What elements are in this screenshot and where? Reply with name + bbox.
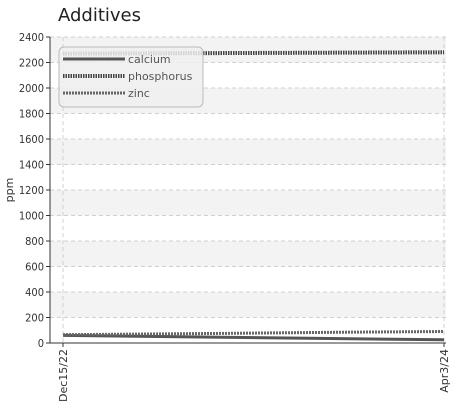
series-line-calcium — [62, 333, 445, 342]
x-axis: Dec15/22 Apr3/24 — [57, 343, 451, 402]
plot-band — [50, 241, 446, 267]
chart-title: Additives — [58, 5, 142, 26]
plot-band — [50, 292, 446, 318]
series-line-zinc — [62, 330, 445, 337]
legend: calcium phosphorus zinc — [58, 46, 204, 108]
y-tick-label: 0 — [38, 337, 44, 350]
plot-band — [50, 190, 446, 216]
y-tick-label: 1200 — [19, 184, 44, 197]
y-tick-label: 1800 — [19, 108, 44, 121]
y-tick-label: 1600 — [19, 133, 44, 146]
y-tick-label: 600 — [25, 261, 44, 274]
y-tick-label: 1400 — [19, 159, 44, 172]
x-tick-label: Dec15/22 — [57, 349, 70, 402]
y-tick-label: 1000 — [19, 210, 44, 223]
y-tick-label: 2000 — [19, 82, 44, 95]
grid-lines — [49, 36, 446, 344]
y-tick-label: 800 — [25, 235, 44, 248]
y-tick-label: 200 — [25, 312, 44, 325]
x-tick-label: Apr3/24 — [438, 349, 451, 393]
y-axis: 0 200 400 600 800 1000 1200 1400 1600 1800 2000 220… — [19, 31, 50, 350]
legend-label-phosphorus: phosphorus — [128, 70, 193, 83]
y-tick-label: 400 — [25, 286, 44, 299]
legend-label-zinc: zinc — [128, 87, 150, 100]
y-axis-label: ppm — [3, 178, 16, 203]
legend-label-calcium: calcium — [128, 53, 171, 66]
y-tick-label: 2200 — [19, 57, 44, 70]
plot-band — [50, 139, 446, 165]
y-tick-label: 2400 — [19, 31, 44, 44]
